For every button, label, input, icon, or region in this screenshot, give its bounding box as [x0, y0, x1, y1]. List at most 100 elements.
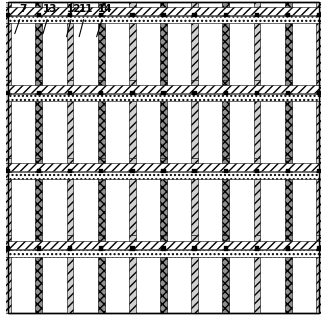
Bar — [66, 15, 73, 16]
Bar — [35, 15, 42, 16]
Bar — [316, 257, 323, 313]
Bar — [316, 79, 323, 85]
Bar — [255, 170, 259, 173]
Bar — [191, 23, 198, 80]
Bar — [37, 246, 41, 250]
Bar — [316, 171, 323, 172]
Bar — [285, 23, 292, 80]
Bar — [4, 249, 11, 250]
Bar — [191, 2, 198, 7]
Bar — [254, 236, 261, 241]
Bar — [222, 16, 229, 23]
Bar — [98, 16, 105, 23]
Bar — [254, 93, 261, 94]
Bar — [99, 246, 103, 250]
Bar — [129, 241, 136, 249]
Bar — [222, 7, 229, 15]
Bar — [98, 171, 105, 172]
Bar — [317, 13, 322, 16]
Bar — [98, 79, 105, 85]
Bar — [66, 85, 73, 93]
Bar — [193, 246, 197, 250]
Bar — [191, 171, 198, 172]
Bar — [317, 169, 322, 172]
Bar — [8, 94, 319, 101]
Bar — [224, 248, 228, 251]
Bar — [316, 23, 323, 80]
Bar — [285, 79, 292, 85]
Bar — [255, 14, 259, 17]
Bar — [254, 163, 261, 171]
Bar — [66, 171, 73, 172]
Bar — [191, 94, 198, 101]
Bar — [4, 16, 11, 23]
Bar — [4, 85, 11, 93]
Bar — [286, 13, 290, 16]
Bar — [316, 2, 323, 7]
Bar — [286, 14, 290, 17]
Bar — [286, 90, 290, 94]
Bar — [8, 250, 319, 257]
Bar — [66, 79, 73, 85]
Bar — [317, 248, 322, 251]
Bar — [160, 85, 167, 93]
Bar — [285, 163, 292, 171]
Bar — [8, 85, 319, 93]
Bar — [222, 94, 229, 101]
Bar — [254, 7, 261, 15]
Bar — [99, 14, 103, 17]
Bar — [68, 246, 72, 250]
Bar — [254, 94, 261, 101]
Bar — [160, 23, 167, 80]
Bar — [285, 7, 292, 15]
Bar — [68, 170, 72, 173]
Bar — [222, 163, 229, 171]
Bar — [98, 93, 105, 94]
Bar — [129, 7, 136, 15]
Bar — [222, 172, 229, 179]
Bar — [4, 236, 11, 241]
Bar — [5, 13, 10, 16]
Bar — [160, 79, 167, 85]
Bar — [35, 171, 42, 172]
Bar — [4, 2, 11, 7]
Bar — [35, 93, 42, 94]
Bar — [8, 7, 319, 15]
Bar — [35, 250, 42, 257]
Bar — [98, 249, 105, 250]
Bar — [193, 90, 197, 94]
Bar — [285, 241, 292, 249]
Bar — [317, 90, 322, 94]
Bar — [316, 250, 323, 257]
Bar — [66, 172, 73, 179]
Bar — [35, 158, 42, 163]
Bar — [285, 85, 292, 93]
Bar — [129, 2, 136, 7]
Bar — [35, 257, 42, 313]
Bar — [37, 92, 41, 95]
Bar — [129, 94, 136, 101]
Bar — [222, 257, 229, 313]
Bar — [285, 179, 292, 236]
Bar — [4, 172, 11, 179]
Bar — [66, 236, 73, 241]
Bar — [222, 179, 229, 236]
Bar — [255, 246, 259, 250]
Bar — [99, 248, 103, 251]
Bar — [193, 170, 197, 173]
Bar — [99, 13, 103, 16]
Bar — [222, 171, 229, 172]
Bar — [222, 236, 229, 241]
Bar — [285, 93, 292, 94]
Bar — [160, 94, 167, 101]
Text: 14: 14 — [96, 4, 112, 37]
Bar — [224, 246, 228, 250]
Bar — [4, 257, 11, 313]
Bar — [191, 249, 198, 250]
Bar — [37, 169, 41, 172]
Bar — [160, 158, 167, 163]
Bar — [160, 15, 167, 16]
Bar — [316, 101, 323, 158]
Bar — [99, 169, 103, 172]
Bar — [193, 169, 197, 172]
